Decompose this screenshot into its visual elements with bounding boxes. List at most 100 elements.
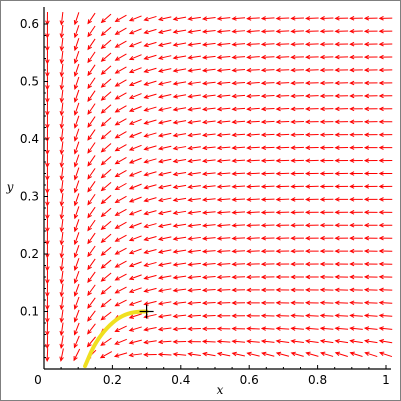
field-arrow <box>246 184 260 189</box>
field-arrow <box>305 16 319 21</box>
field-arrow <box>87 103 96 115</box>
field-arrow <box>143 80 157 86</box>
field-arrow <box>128 287 142 293</box>
field-arrow <box>334 80 349 86</box>
field-arrow <box>143 158 157 164</box>
field-arrow <box>378 339 393 344</box>
field-arrow <box>45 180 50 194</box>
field-arrow <box>319 274 334 280</box>
field-arrow <box>45 257 50 272</box>
field-arrow <box>45 102 50 117</box>
field-arrow <box>246 210 260 215</box>
field-arrow <box>319 158 334 163</box>
field-arrow <box>87 297 96 309</box>
field-arrow <box>59 141 65 155</box>
field-arrow <box>187 93 201 99</box>
field-arrow <box>87 12 96 25</box>
field-arrow <box>275 287 290 293</box>
field-arrow <box>246 132 260 138</box>
field-arrow <box>246 54 260 60</box>
field-arrow <box>187 145 201 151</box>
field-arrow <box>246 119 260 125</box>
field-arrow <box>290 261 304 267</box>
field-arrow <box>73 283 80 297</box>
field-arrow <box>114 79 127 87</box>
field-arrow <box>172 171 187 177</box>
field-arrow <box>73 232 80 246</box>
field-arrow <box>87 232 96 245</box>
field-arrow <box>59 167 65 181</box>
field-arrow <box>319 184 334 189</box>
field-arrow <box>128 352 143 358</box>
field-arrow <box>201 223 216 228</box>
field-arrow <box>290 54 304 60</box>
field-arrow <box>275 235 290 241</box>
field-arrow <box>157 42 172 47</box>
field-arrow <box>157 301 172 306</box>
field-arrow <box>128 183 142 190</box>
initial-point-marker <box>139 304 154 319</box>
field-arrow <box>349 93 363 99</box>
field-arrow <box>187 132 201 138</box>
field-arrow <box>201 68 216 73</box>
field-arrow <box>334 171 349 176</box>
field-arrow <box>363 300 378 306</box>
field-arrow <box>231 223 246 228</box>
field-arrow <box>172 223 187 228</box>
field-arrow <box>304 274 319 280</box>
field-arrow <box>157 119 172 125</box>
field-arrow <box>45 115 50 130</box>
field-arrow <box>290 351 304 357</box>
field-arrow <box>157 313 172 319</box>
field-arrow <box>260 326 275 331</box>
field-arrow <box>246 236 260 241</box>
field-arrow <box>349 351 363 358</box>
field-arrow <box>157 339 172 345</box>
field-arrow <box>378 326 393 331</box>
field-arrow <box>378 287 393 293</box>
field-arrow <box>172 275 187 280</box>
field-arrow <box>216 261 231 267</box>
field-arrow <box>59 154 65 168</box>
field-arrow <box>59 322 65 337</box>
field-arrow <box>59 270 65 285</box>
field-arrow <box>187 351 201 357</box>
field-arrow <box>73 167 80 181</box>
field-arrow <box>349 171 363 176</box>
field-arrow <box>201 42 216 47</box>
field-arrow <box>290 29 304 34</box>
field-arrow <box>216 249 231 254</box>
field-arrow <box>157 132 172 138</box>
field-arrow <box>319 326 334 331</box>
field-arrow <box>260 119 275 125</box>
field-arrow <box>187 313 201 319</box>
field-arrow <box>59 50 65 65</box>
field-arrow <box>216 145 231 151</box>
field-arrow <box>73 270 80 284</box>
field-arrow <box>73 141 80 155</box>
field-arrow <box>334 16 349 21</box>
field-arrow <box>260 54 275 60</box>
field-arrow <box>187 81 201 86</box>
field-arrow <box>304 248 319 254</box>
field-arrow <box>231 210 246 215</box>
field-arrow <box>59 206 65 220</box>
field-arrow <box>304 158 319 163</box>
field-arrow <box>290 184 304 189</box>
field-arrow <box>290 171 304 176</box>
field-arrow <box>73 322 80 336</box>
field-arrow <box>128 118 142 125</box>
field-arrow <box>378 132 393 137</box>
field-arrow <box>100 130 112 140</box>
x-tick-label: 0 <box>34 373 42 387</box>
field-arrow <box>231 29 246 34</box>
field-arrow <box>172 300 187 306</box>
field-arrow <box>201 249 216 254</box>
field-arrow <box>378 119 393 125</box>
field-arrow <box>349 106 363 112</box>
field-arrow <box>246 93 260 99</box>
field-arrow <box>201 210 216 215</box>
field-arrow <box>363 67 378 73</box>
vector-field-arrows <box>45 11 393 363</box>
field-arrow <box>349 67 363 73</box>
